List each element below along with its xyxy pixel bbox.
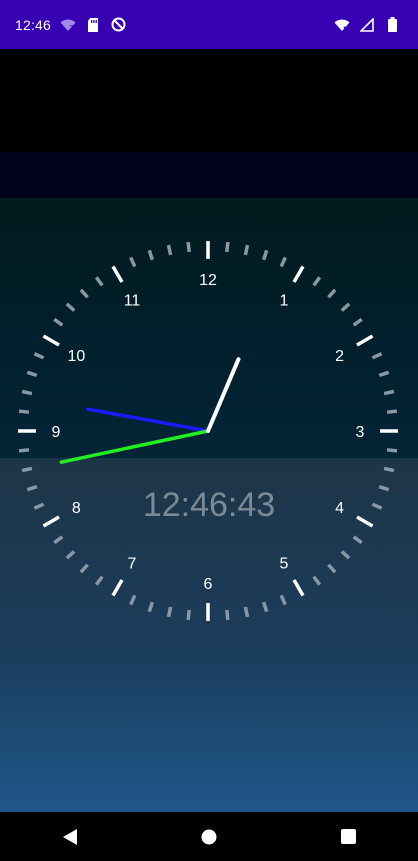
clock-numeral: 2: [335, 348, 344, 365]
clock-numeral: 7: [128, 556, 137, 573]
minute-tick: [166, 244, 173, 256]
minute-tick: [371, 502, 383, 510]
sd-card-icon: [85, 17, 101, 33]
minute-tick: [312, 276, 322, 287]
clock-numeral: 11: [124, 292, 141, 309]
minute-tick: [383, 466, 395, 473]
minute-tick: [79, 288, 89, 299]
minute-tick: [279, 594, 287, 606]
back-icon: [62, 828, 77, 845]
background-band-top: [0, 49, 418, 152]
minute-tick: [243, 244, 250, 256]
background-band-blue: [0, 458, 418, 812]
status-bar: 12:46 ?: [0, 0, 418, 49]
minute-tick: [186, 609, 191, 621]
minute-tick: [378, 370, 390, 378]
minute-tick: [94, 575, 104, 586]
minute-tick: [129, 256, 137, 268]
minute-tick: [65, 302, 76, 312]
clock-numeral: 1: [280, 292, 289, 309]
minute-tick: [243, 606, 250, 618]
hour-tick: [111, 579, 124, 597]
clock-numeral: 12: [199, 272, 217, 289]
minute-tick: [166, 606, 173, 618]
hour-tick: [356, 515, 374, 528]
navigation-bar: [0, 812, 418, 861]
minute-tick: [261, 601, 269, 613]
home-icon: [201, 829, 217, 844]
clock-hands: [59, 357, 241, 464]
back-button[interactable]: [50, 817, 90, 857]
clock-numeral: 8: [72, 500, 81, 517]
minute-tick: [378, 484, 390, 492]
clock-ticks: [18, 241, 398, 621]
minute-tick: [26, 484, 38, 492]
hour-tick: [111, 265, 124, 283]
minute-tick: [352, 535, 363, 545]
minute-tick: [21, 466, 33, 473]
minute-tick: [33, 352, 45, 360]
minute-tick: [386, 448, 398, 453]
hour-tick: [356, 334, 374, 347]
minute-tick: [65, 550, 76, 560]
minute-tick: [33, 502, 45, 510]
cell-signal-icon: [359, 17, 375, 33]
minute-tick: [340, 550, 351, 560]
battery-icon: [384, 17, 400, 33]
minute-tick: [352, 317, 363, 327]
recents-button[interactable]: [328, 817, 368, 857]
minute-tick: [21, 389, 33, 396]
status-right: [334, 17, 400, 33]
svg-text:?: ?: [70, 25, 74, 32]
minute-tick: [129, 594, 137, 606]
clock-numeral: 5: [280, 556, 289, 573]
minute-tick: [18, 448, 30, 453]
minute-tick: [147, 249, 155, 261]
hour-tick: [42, 334, 60, 347]
recents-icon: [340, 829, 356, 844]
home-button[interactable]: [189, 817, 229, 857]
clock-numeral: 3: [356, 424, 365, 441]
minute-tick: [371, 352, 383, 360]
background-band-dark: [0, 152, 418, 198]
clock-app-area: [0, 49, 418, 812]
hour-hand: [206, 357, 241, 433]
minute-tick: [186, 241, 191, 253]
hour-tick: [292, 265, 305, 283]
clock-numeral: 6: [204, 576, 213, 593]
minute-tick: [327, 563, 337, 574]
minute-hand: [86, 407, 210, 433]
minute-tick: [225, 241, 230, 253]
minute-tick: [94, 276, 104, 287]
status-time: 12:46: [15, 16, 52, 33]
minute-tick: [79, 563, 89, 574]
minute-tick: [279, 256, 287, 268]
minute-tick: [340, 302, 351, 312]
second-hand: [59, 429, 210, 464]
hour-tick: [42, 515, 60, 528]
minute-tick: [147, 601, 155, 613]
minute-tick: [225, 609, 230, 621]
clock-numeral: 10: [67, 348, 85, 365]
do-not-disturb-icon: [110, 17, 126, 33]
minute-tick: [261, 249, 269, 261]
minute-tick: [383, 389, 395, 396]
clock-numeral: 4: [335, 500, 344, 517]
minute-tick: [26, 370, 38, 378]
clock-numeral: 9: [52, 424, 61, 441]
status-left: 12:46 ?: [15, 17, 126, 33]
wifi-question-icon: ?: [60, 17, 76, 33]
hour-tick: [292, 579, 305, 597]
digital-time: 12:46:43: [142, 486, 276, 524]
minute-tick: [312, 575, 322, 586]
minute-tick: [53, 317, 64, 327]
wifi-off-icon: [334, 17, 350, 33]
minute-tick: [327, 288, 337, 299]
minute-tick: [386, 409, 398, 414]
minute-tick: [18, 409, 30, 414]
minute-tick: [53, 535, 64, 545]
